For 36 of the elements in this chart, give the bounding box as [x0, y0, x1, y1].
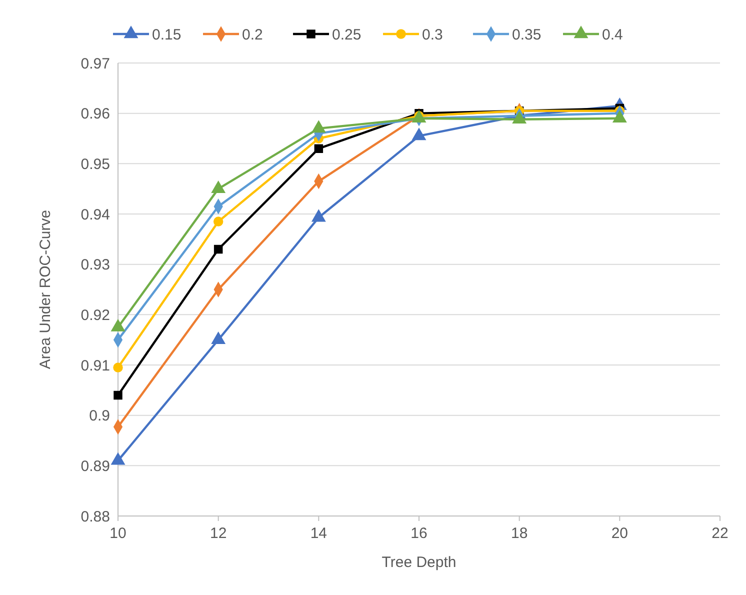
x-tick-label: 18: [510, 525, 528, 542]
point: [512, 112, 526, 124]
point: [412, 128, 426, 140]
x-tick-label: 14: [310, 525, 328, 542]
legend-label: 0.15: [152, 26, 182, 44]
legend-label: 0.3: [422, 26, 443, 44]
y-tick-label: 0.97: [80, 55, 110, 72]
x-tick-label: 16: [410, 525, 428, 542]
y-tick-label: 0.93: [80, 256, 110, 274]
point: [612, 110, 627, 123]
point: [213, 216, 224, 226]
point: [114, 390, 122, 400]
y-tick-label: 0.9: [89, 408, 110, 425]
y-tick-label: 0.89: [80, 458, 110, 475]
point: [113, 362, 123, 372]
x-tick-label: 20: [611, 525, 628, 542]
legend-label: 0.35: [512, 26, 542, 44]
point: [214, 244, 223, 254]
y-tick-label: 0.95: [80, 156, 110, 173]
point: [312, 120, 326, 133]
point: [312, 210, 326, 222]
point: [211, 180, 226, 194]
x-axis-title: Tree Depth: [382, 554, 456, 571]
x-tick-label: 10: [110, 525, 126, 542]
x-tick-label: 12: [210, 525, 227, 542]
y-tick-label: 0.94: [80, 206, 110, 224]
y-tick-label: 0.91: [80, 357, 110, 374]
point: [314, 144, 324, 153]
y-tick-label: 0.92: [80, 306, 110, 324]
legend-label: 0.2: [242, 26, 263, 44]
y-tick-label: 0.88: [80, 508, 110, 526]
legend-label: 0.25: [332, 26, 362, 44]
legend-label: 0.4: [602, 26, 623, 44]
x-tick-label: 22: [712, 525, 728, 542]
y-axis-title: Area Under ROC-Curve: [37, 210, 54, 370]
y-tick-label: 0.96: [80, 106, 110, 123]
